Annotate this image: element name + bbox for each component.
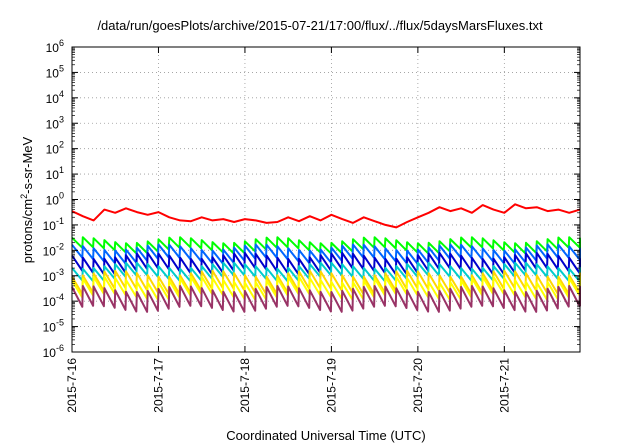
y-tick-label: 10-6 <box>43 343 64 360</box>
y-tick-label: 106 <box>46 38 64 55</box>
y-axis-ticks: 106 105 104 103 102 101 100 10-1 10-2 10-3 10-4 10-… <box>43 38 580 360</box>
x-axis-label: Coordinated Universal Time (UTC) <box>226 428 426 443</box>
y-tick-label: 103 <box>46 114 64 131</box>
series-lines <box>71 203 581 313</box>
chart-title: /data/run/goesPlots/archive/2015-07-21/1… <box>97 18 543 33</box>
y-tick-label: 10-3 <box>43 267 64 284</box>
y-tick-label: 10-2 <box>43 241 64 258</box>
x-tick-label: 2015-7-16 <box>65 358 79 413</box>
y-axis-label: protons/cm2-s-sr-MeV <box>19 136 35 263</box>
y-tick-label: 105 <box>46 63 64 80</box>
x-axis-ticks: 2015-7-16 2015-7-17 2015-7-18 2015-7-19 2015… <box>65 47 511 413</box>
y-tick-label: 101 <box>46 165 64 182</box>
x-tick-label: 2015-7-21 <box>497 358 511 413</box>
y-tick-label: 10-4 <box>43 292 64 309</box>
y-tick-label: 10-5 <box>43 318 64 335</box>
x-tick-label: 2015-7-18 <box>238 358 252 413</box>
series-line <box>71 285 581 313</box>
y-tick-label: 102 <box>46 140 64 157</box>
x-tick-label: 2015-7-20 <box>411 358 425 413</box>
y-tick-label: 104 <box>46 89 64 106</box>
x-tick-label: 2015-7-17 <box>151 358 165 413</box>
series-line <box>71 203 581 229</box>
x-tick-label: 2015-7-19 <box>324 358 338 413</box>
y-tick-label: 10-1 <box>43 216 64 233</box>
y-tick-label: 100 <box>46 191 64 208</box>
